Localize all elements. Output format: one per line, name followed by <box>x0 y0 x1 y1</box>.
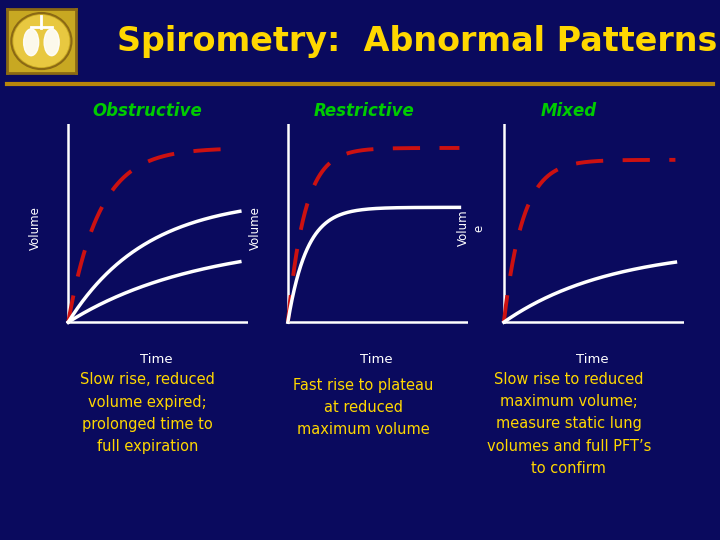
Circle shape <box>14 16 68 66</box>
Text: Volume: Volume <box>29 206 42 250</box>
Text: Obstructive: Obstructive <box>93 102 202 120</box>
Text: Slow rise, reduced
volume expired;
prolonged time to
full expiration: Slow rise, reduced volume expired; prolo… <box>80 372 215 454</box>
Text: Slow rise to reduced
maximum volume;
measure static lung
volumes and full PFT’s
: Slow rise to reduced maximum volume; mea… <box>487 372 651 476</box>
Text: Fast rise to plateau
at reduced
maximum volume: Fast rise to plateau at reduced maximum … <box>294 378 433 437</box>
Text: Spirometry:  Abnormal Patterns: Spirometry: Abnormal Patterns <box>117 24 718 58</box>
Text: Time: Time <box>360 353 392 366</box>
Text: Time: Time <box>576 353 608 366</box>
Text: Restrictive: Restrictive <box>313 102 414 120</box>
Ellipse shape <box>24 29 39 56</box>
Text: Time: Time <box>140 353 173 366</box>
Text: Volume: Volume <box>248 206 261 250</box>
Text: Mixed: Mixed <box>541 102 597 120</box>
Text: Volum
e: Volum e <box>457 210 485 246</box>
Ellipse shape <box>44 29 59 56</box>
